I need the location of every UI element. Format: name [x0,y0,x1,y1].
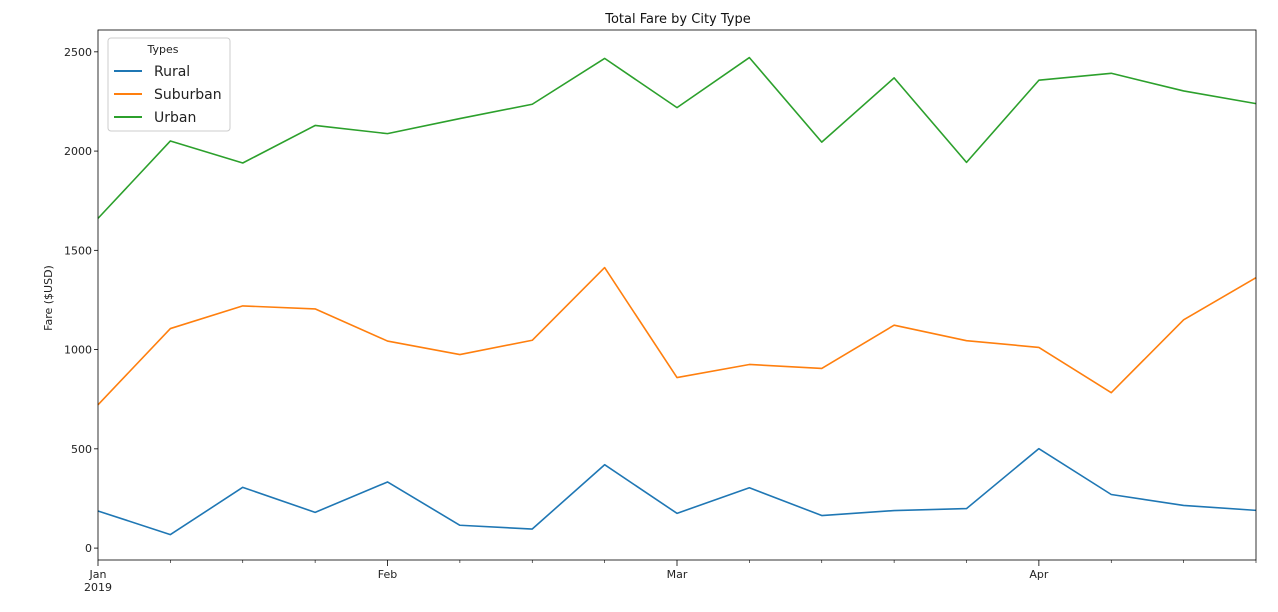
y-tick-label: 500 [71,443,92,456]
x-tick-label: Apr [1029,568,1049,581]
legend-title: Types [147,43,179,56]
series-line-rural [97,447,1257,536]
y-tick-label: 1500 [64,244,92,257]
legend-label-urban: Urban [154,110,196,126]
plot-frame [97,29,1257,561]
legend-label-suburban: Suburban [154,87,222,103]
x-tick-label: Feb [378,568,397,581]
x-tick-label: Jan [89,568,107,581]
x-tick-label: Mar [667,568,688,581]
chart-title: Total Fare by City Type [604,12,750,27]
legend: Types Rural Suburban Urban [107,37,231,132]
x-tick-sublabel: 2019 [84,581,112,594]
y-axis-label: Fare ($USD) [42,265,55,331]
series-line-suburban [97,266,1257,406]
y-tick-label: 2500 [64,46,92,59]
y-tick-label: 1000 [64,344,92,357]
y-tick-label: 2000 [64,145,92,158]
legend-box [107,37,231,132]
y-tick-label: 0 [85,542,92,555]
legend-label-rural: Rural [154,64,190,80]
series-line-urban [97,56,1257,219]
